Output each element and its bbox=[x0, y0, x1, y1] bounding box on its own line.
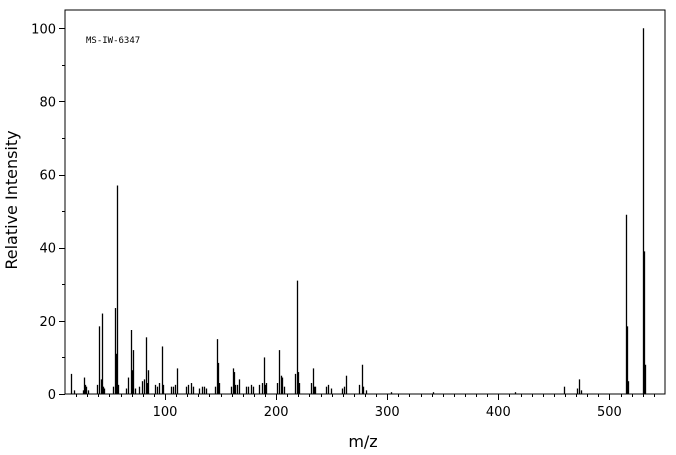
y-tick-label: 60 bbox=[39, 169, 56, 184]
x-tick-label: 500 bbox=[597, 405, 622, 420]
y-tick-label: 0 bbox=[48, 388, 56, 403]
y-axis-label: Relative Intensity bbox=[2, 130, 21, 269]
y-tick-label: 100 bbox=[31, 22, 56, 37]
x-tick-label: 200 bbox=[264, 405, 289, 420]
y-tick-label: 20 bbox=[39, 315, 56, 330]
plot-border bbox=[64, 9, 666, 395]
x-tick-label: 100 bbox=[153, 405, 178, 420]
y-axis: 0 20 40 60 80 100 bbox=[31, 22, 65, 403]
x-tick-label: 400 bbox=[486, 405, 511, 420]
spectrum-id-annotation: MS-IW-6347 bbox=[86, 36, 140, 46]
x-axis: 100 200 300 400 500 bbox=[76, 394, 655, 420]
peak-bars bbox=[70, 28, 647, 394]
x-axis-label: m/z bbox=[348, 432, 377, 451]
plot-frame bbox=[64, 9, 666, 395]
y-tick-label: 40 bbox=[39, 242, 56, 257]
x-tick-label: 300 bbox=[375, 405, 400, 420]
y-tick-label: 80 bbox=[39, 95, 56, 110]
